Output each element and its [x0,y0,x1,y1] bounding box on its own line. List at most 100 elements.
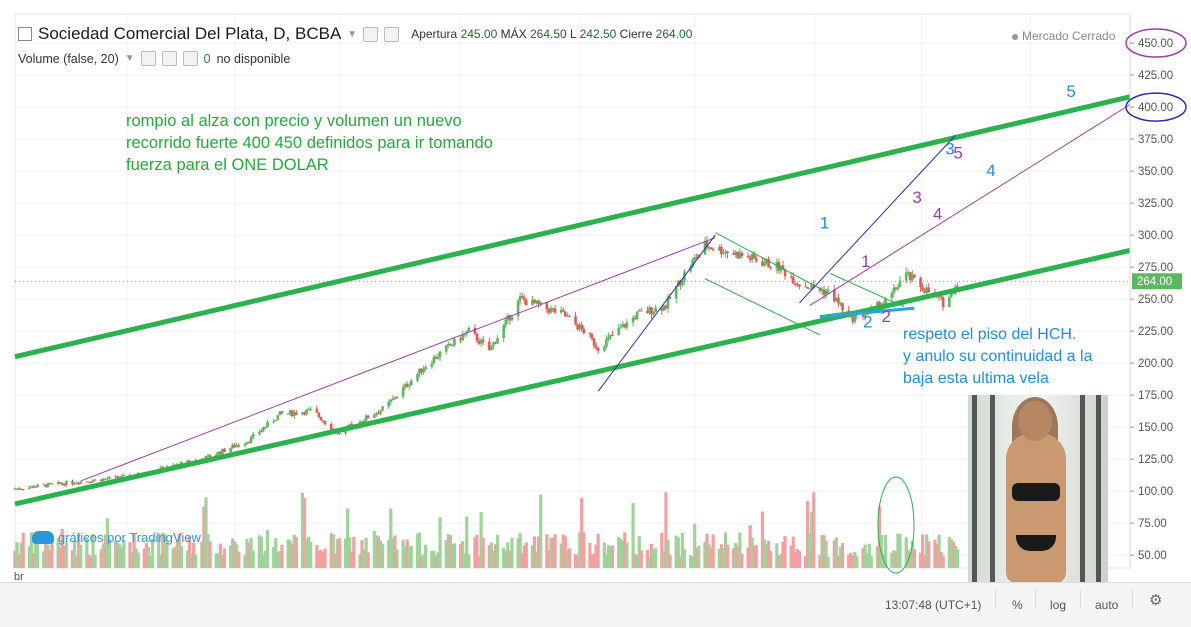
volume-bar [688,555,693,568]
ohlc-readout: Apertura 245.00 MÁX 264.50 L 242.50 Cier… [411,27,693,41]
volume-bar [77,535,81,568]
candle [106,476,109,481]
volume-bar [337,538,342,568]
log-toggle[interactable]: log [1050,598,1067,612]
volume-bar [85,537,89,568]
percent-toggle[interactable]: % [1012,598,1023,612]
volume-bar [146,547,151,568]
volume-bar [114,541,118,568]
volume-bar [793,553,797,568]
candle [403,382,407,391]
candle [71,479,74,486]
volume-bar [717,548,721,568]
y-tick-label: 375.00 [1138,134,1173,146]
volume-bar [812,492,816,568]
volume-bar [549,537,553,568]
candle [724,249,727,258]
candle [904,267,908,284]
candle [633,314,637,321]
candle [490,345,493,351]
candle [833,285,836,303]
candle [639,307,643,312]
candle [718,244,721,252]
volume-bar [479,512,483,568]
candle [923,288,926,294]
volume-bar [48,550,52,568]
volume-bar [467,554,471,568]
candle [559,306,563,315]
volume-bar [791,536,795,568]
volume-bar [387,539,391,568]
y-tick-label: 450.00 [1138,38,1173,50]
volume-bar [941,555,945,568]
volume-bar [173,547,177,568]
volume-bar [401,539,405,568]
eye-icon[interactable] [363,26,379,42]
candle [703,236,707,255]
gear-icon[interactable]: ⚙ [1149,592,1163,609]
candle [650,307,653,319]
volume-bar [105,518,110,568]
candle [46,482,50,488]
volume-bar [122,539,126,568]
candle [317,412,321,419]
close-icon[interactable] [182,51,198,66]
candle [654,304,657,313]
level-circle [1125,92,1187,122]
volume-bar [877,506,882,568]
volume-bar [953,545,958,568]
candle [278,411,282,416]
candle [216,451,220,456]
candle [243,442,247,448]
chevron-down-icon[interactable]: ▼ [124,53,135,64]
volume-bar [358,554,362,568]
chevron-down-icon[interactable]: ▼ [347,28,358,40]
auto-toggle[interactable]: auto [1095,598,1119,612]
branding-text: gráficos por TradingView [58,530,201,545]
volume-label[interactable]: Volume (false, 20) [18,51,119,66]
volume-bar [436,552,440,568]
volume-bar [590,554,594,568]
volume-bar [116,543,120,568]
volume-bar [495,534,500,568]
tradingview-branding[interactable]: gráficos por TradingView [32,530,201,545]
blue-impulse-1 [597,234,716,392]
candle [898,275,902,288]
volume-bar [547,550,551,568]
candle [85,481,89,483]
candle [93,478,97,482]
purple-trend [80,237,716,482]
candle [837,293,840,308]
candle [434,354,438,360]
y-tick-label: 175.00 [1138,390,1173,402]
candle [13,487,17,490]
candle [948,296,951,308]
eye-icon[interactable] [140,51,156,66]
candle [738,248,742,260]
candle [449,343,452,346]
y-tick-label: 300.00 [1138,230,1173,242]
volume-bar [214,553,218,568]
candle [804,281,807,288]
collapse-icon[interactable] [18,27,32,41]
volume-bar [389,508,393,568]
settings-icon[interactable] [161,51,177,66]
candle [274,419,278,422]
candle [375,412,378,417]
symbol-title[interactable]: Sociedad Comercial Del Plata, D, BCBA [38,24,342,43]
volume-bar [576,555,580,568]
candle [295,410,298,416]
clock-readout[interactable]: 13:07:48 (UTC+1) [885,598,982,612]
volume-bar [391,538,395,568]
volume-bar [752,545,756,568]
candle [492,341,495,350]
volume-bar [35,541,40,568]
volume-bar [134,548,138,568]
volume-bar [407,546,411,568]
candle [444,344,448,355]
wave-label: 5 [1066,82,1075,101]
volume-bar [707,544,711,568]
settings-icon[interactable] [384,26,400,42]
volume-bar [947,536,951,568]
